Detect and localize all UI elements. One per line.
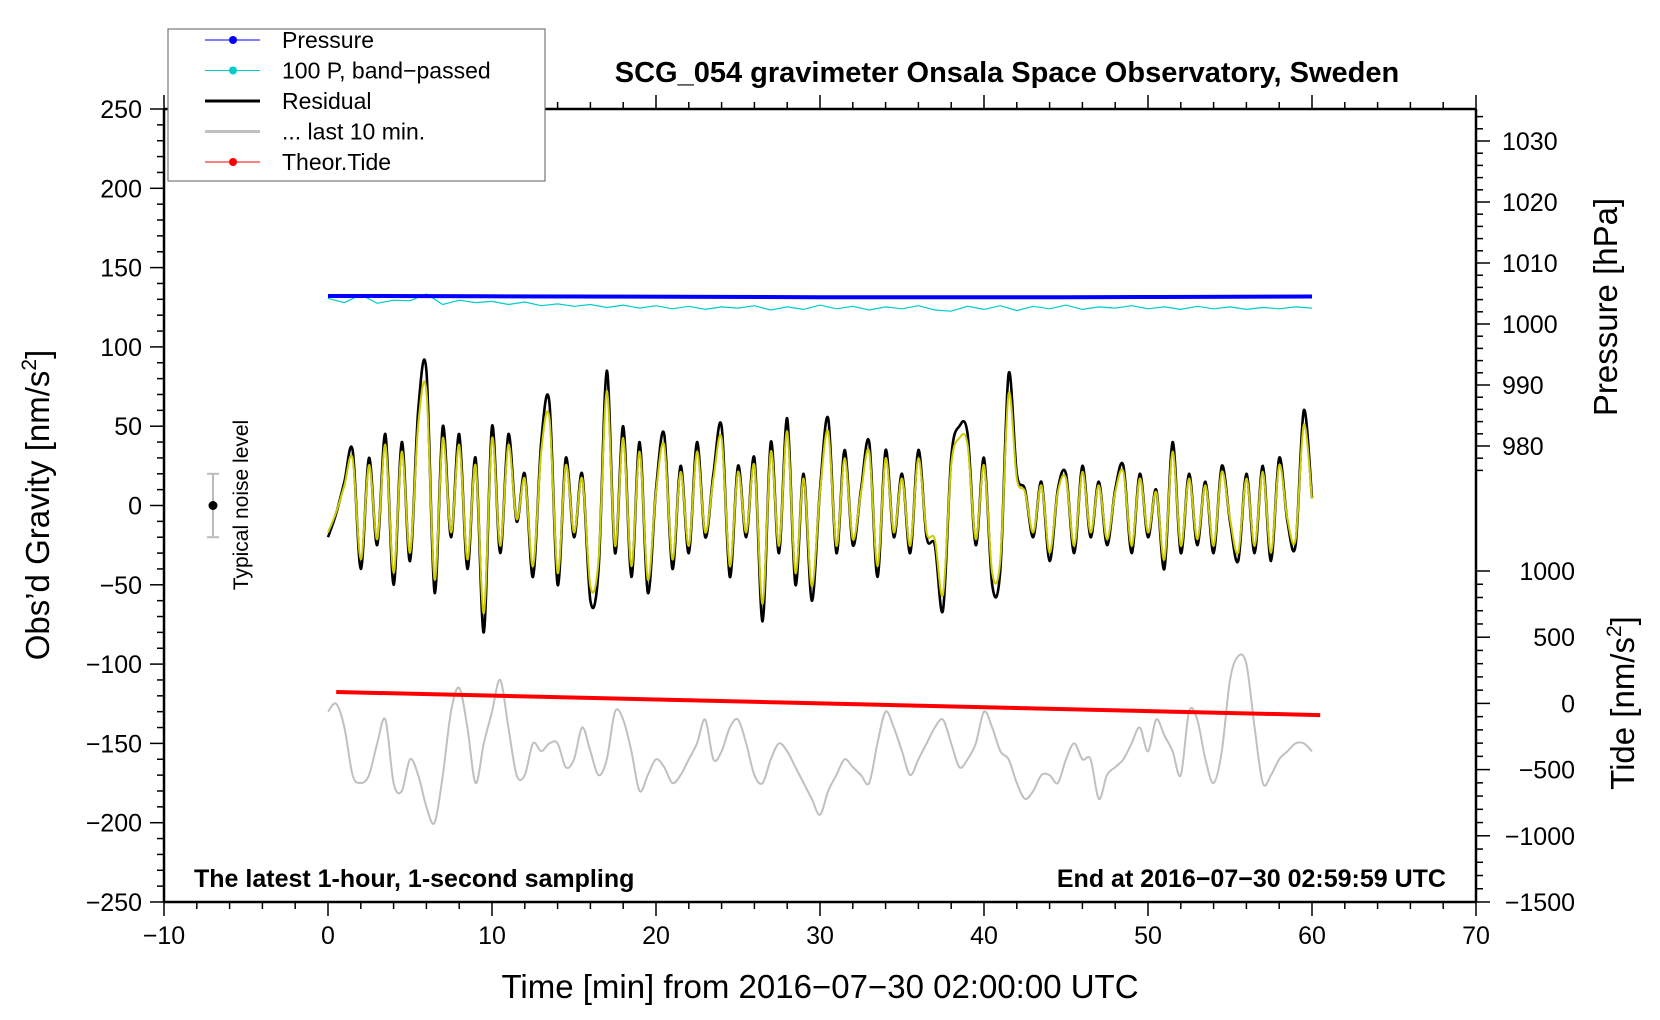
- annotation-sampling: The latest 1-hour, 1-second sampling: [194, 865, 634, 893]
- legend-label: 100 P, band−passed: [282, 58, 491, 84]
- y-axis-label: Obs’d Gravity [nm/s2]: [18, 350, 56, 661]
- chart-title: SCG_054 gravimeter Onsala Space Observat…: [615, 57, 1399, 89]
- pressure-axis-label: Pressure [hPa]: [1587, 198, 1624, 416]
- series-band-passed-pressure: [327, 293, 1313, 312]
- y-tick-label: −250: [86, 889, 142, 917]
- x-tick-label: 0: [321, 922, 335, 950]
- x-tick-label: 50: [1134, 922, 1162, 950]
- noise-label: Typical noise level: [230, 420, 253, 590]
- legend-entry: Theor.Tide: [205, 149, 391, 175]
- y-tick-label: 200: [100, 175, 142, 203]
- x-tick-label: 30: [806, 922, 834, 950]
- x-tick-label: 60: [1298, 922, 1326, 950]
- y-tick-label: 250: [100, 96, 142, 124]
- y-tick-label: −50: [100, 572, 142, 600]
- noise-level-indicator: Typical noise level: [207, 420, 253, 590]
- y-tick-label: 150: [100, 255, 142, 283]
- tide-tick-label: 500: [1533, 624, 1575, 652]
- y-tick-label: −200: [86, 810, 142, 838]
- legend-label: Residual: [282, 88, 372, 114]
- y-tick-label: 50: [114, 413, 142, 441]
- annotation-end-time: End at 2016−07−30 02:59:59 UTC: [1057, 865, 1446, 893]
- tide-tick-label: −1500: [1505, 889, 1575, 917]
- y-tick-label: 100: [100, 334, 142, 362]
- legend-entry: 100 P, band−passed: [205, 58, 491, 84]
- x-axis-label: Time [min] from 2016−07−30 02:00:00 UTC: [501, 968, 1138, 1005]
- legend-label: Pressure: [282, 27, 374, 53]
- tide-tick-label: −1000: [1505, 823, 1575, 851]
- legend-entry: ... last 10 min.: [205, 119, 425, 145]
- legend-label: ... last 10 min.: [282, 119, 425, 145]
- x-tick-label: 10: [478, 922, 506, 950]
- series-layer: [326, 293, 1321, 825]
- pressure-tick-label: 1000: [1502, 311, 1558, 339]
- series-residual-filtered: [327, 380, 1313, 615]
- noise-dot: [208, 501, 218, 510]
- pressure-tick-label: 980: [1502, 433, 1544, 461]
- tide-tick-label: 1000: [1519, 558, 1575, 586]
- series-pressure: [327, 293, 1313, 300]
- pressure-tick-label: 1010: [1502, 250, 1558, 278]
- legend: Pressure 100 P, band−passed Residual ... la…: [167, 27, 546, 182]
- axes: −10 0 10 20 30 40 50 60 70250200150100500−50−100…: [86, 95, 1575, 950]
- legend-marker: [229, 66, 237, 75]
- pressure-tick-label: 1020: [1502, 189, 1558, 217]
- x-tick-label: 40: [970, 922, 998, 950]
- legend-box: [167, 28, 546, 182]
- legend-entry: Residual: [205, 88, 372, 114]
- tide-axis-label: Tide [nm/s2]: [1603, 616, 1641, 790]
- series-last-10-min: [327, 653, 1313, 825]
- tide-tick-label: −500: [1519, 757, 1575, 785]
- legend-marker: [229, 158, 237, 166]
- x-tick-label: −10: [143, 922, 185, 950]
- x-tick-label: 20: [642, 922, 670, 950]
- legend-entry: Pressure: [205, 27, 374, 53]
- y-tick-label: −100: [86, 651, 142, 679]
- series-theor-tide: [336, 690, 1321, 718]
- y-tick-label: 0: [128, 493, 142, 521]
- tide-tick-label: 0: [1561, 690, 1575, 718]
- legend-marker: [229, 36, 237, 44]
- legend-label: Theor.Tide: [282, 149, 391, 175]
- pressure-tick-label: 1030: [1502, 128, 1558, 156]
- y-tick-label: −150: [86, 730, 142, 758]
- x-tick-label: 70: [1462, 922, 1490, 950]
- pressure-tick-label: 990: [1502, 372, 1544, 400]
